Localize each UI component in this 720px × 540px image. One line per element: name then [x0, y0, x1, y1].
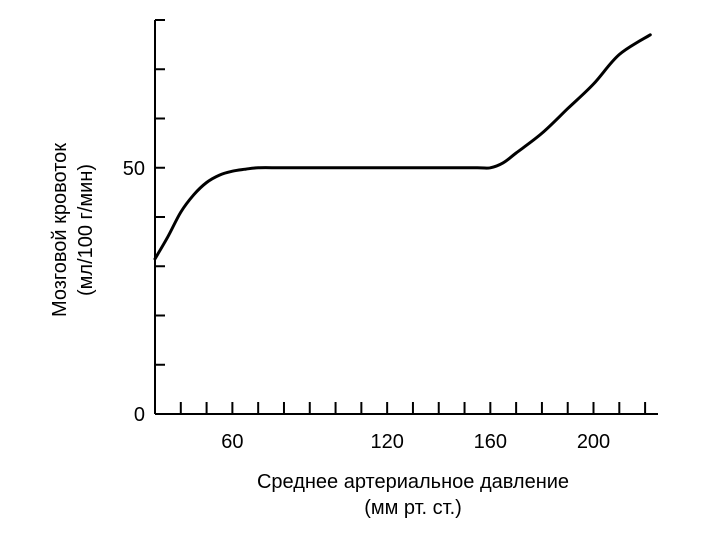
x-tick-label: 120: [370, 431, 403, 453]
tick-labels: 0 50 60 120 160 200: [123, 158, 610, 453]
y-tick-label: 50: [123, 158, 145, 180]
y-axis-unit-label: (мл/100 г/мин): [75, 164, 97, 296]
blood-flow-curve: [153, 33, 652, 261]
x-tick-label: 160: [474, 431, 507, 453]
tick-marks: [154, 19, 647, 415]
axes: [154, 20, 658, 415]
x-axis-unit-label: (мм рт. ст.): [364, 497, 462, 519]
x-tick-label: 60: [221, 431, 243, 453]
x-tick-label: 200: [577, 431, 610, 453]
data-series: [153, 33, 652, 261]
x-axis-label: Среднее артериальное давление: [257, 471, 569, 493]
y-tick-label: 0: [134, 404, 145, 426]
y-axis-label: Мозговой кровоток: [49, 143, 71, 317]
